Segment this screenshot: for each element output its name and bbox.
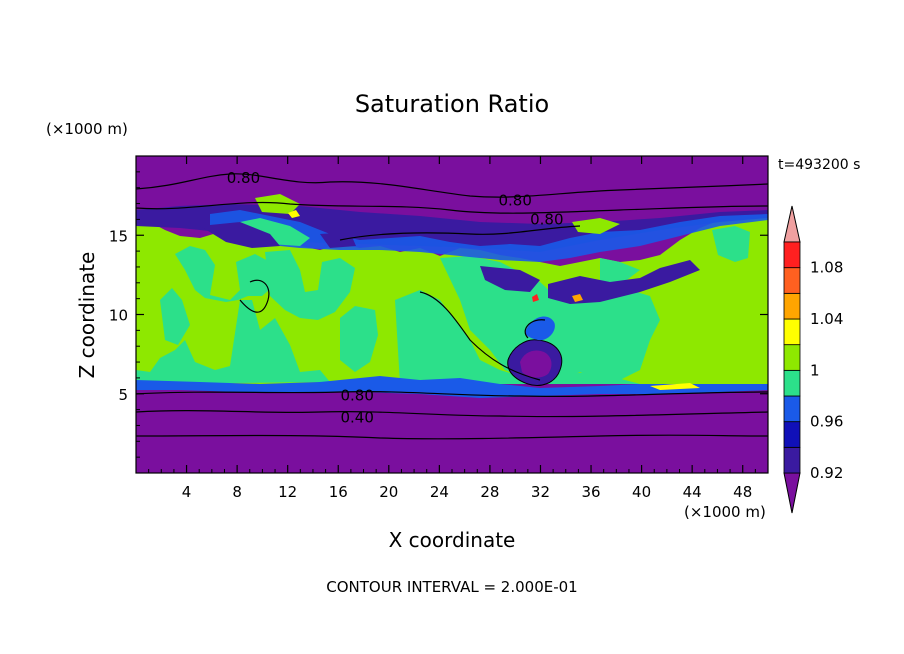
colorbar-band [783, 421, 801, 448]
colorbar-band [783, 369, 801, 397]
contour-label: 0.40 [340, 409, 373, 427]
x-unit-label: (×1000 m) [684, 503, 766, 521]
colorbar-label: 1 [810, 361, 820, 379]
contour-lines [136, 173, 768, 440]
colorbar-band [783, 395, 801, 423]
field-layer: 0.80 0.80 0.80 0.80 0.40 [136, 156, 768, 473]
x-tick-label: 20 [379, 483, 398, 501]
contour-label-group: 0.80 0.80 0.80 0.80 0.40 [227, 169, 564, 426]
y-axis-ticks: 5 10 15 [109, 171, 768, 458]
yellow-patch [650, 383, 700, 390]
x-tick-label: 36 [581, 483, 600, 501]
x-axis-ticks: 4 8 12 16 20 24 28 32 36 40 44 48 [148, 156, 756, 501]
x-tick-label: 8 [232, 483, 242, 501]
colorbar-above-triangle [783, 205, 801, 243]
colorbar-label: 0.92 [810, 464, 843, 482]
colorbar-below-triangle [783, 472, 801, 514]
colorbar-band [783, 267, 801, 294]
x-tick-label: 28 [480, 483, 499, 501]
x-tick-label: 32 [531, 483, 550, 501]
x-tick-label: 48 [733, 483, 752, 501]
y-unit-label: (×1000 m) [46, 120, 128, 138]
x-axis-label: X coordinate [389, 528, 516, 552]
x-tick-label: 4 [182, 483, 192, 501]
x-tick-label: 44 [683, 483, 702, 501]
contour-label: 0.80 [530, 210, 563, 228]
colorbar-label: 1.04 [810, 310, 843, 328]
colorbar: 0.92 0.96 1 1.04 1.08 [783, 205, 843, 514]
colorbar-band [783, 241, 801, 269]
y-axis-label: Z coordinate [75, 252, 99, 379]
x-tick-label: 24 [430, 483, 449, 501]
y-tick-label: 10 [109, 307, 128, 325]
chart-title: Saturation Ratio [355, 90, 549, 118]
contour-label: 0.80 [227, 169, 260, 187]
y-tick-label: 15 [109, 227, 128, 245]
colorbar-band [783, 446, 801, 474]
upper-transition-zone [136, 194, 768, 304]
colorbar-label: 1.08 [810, 259, 843, 277]
x-tick-label: 16 [329, 483, 348, 501]
colorbar-band [783, 344, 801, 371]
time-label: t=493200 s [778, 157, 860, 173]
y-tick-label: 5 [118, 386, 128, 404]
contour-label: 0.80 [498, 191, 531, 209]
colorbar-label: 0.96 [810, 413, 843, 431]
x-tick-label: 12 [278, 483, 297, 501]
footer-contour-interval: CONTOUR INTERVAL = 2.000E-01 [326, 578, 577, 596]
lower-transition-strip [136, 376, 768, 398]
colorbar-band [783, 318, 801, 346]
colorbar-band [783, 292, 801, 320]
contour-label: 0.80 [340, 386, 373, 404]
x-tick-label: 40 [632, 483, 651, 501]
